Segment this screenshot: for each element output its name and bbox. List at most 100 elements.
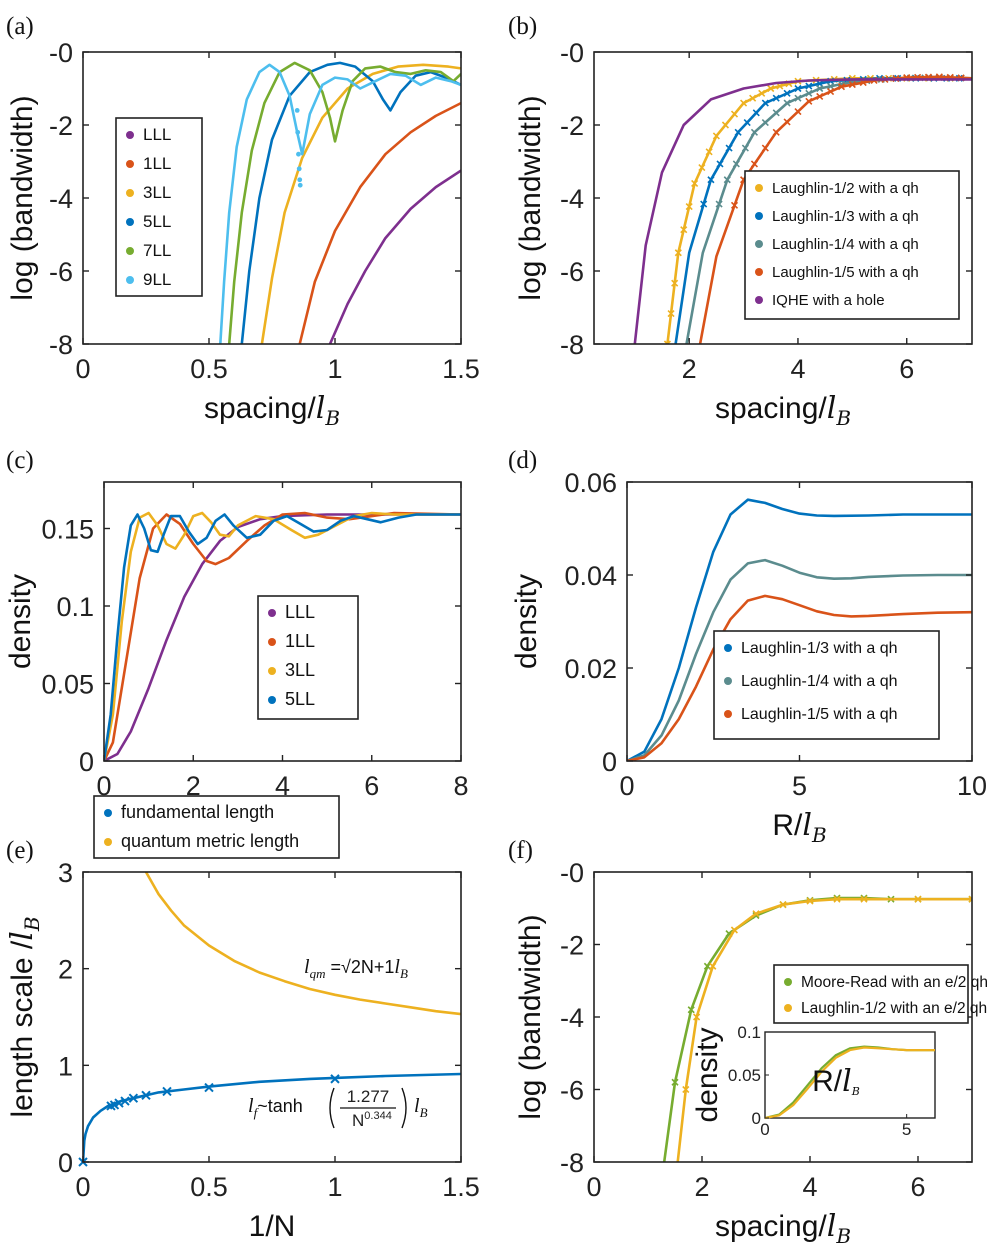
panel-label: (e)	[6, 837, 34, 864]
x-tick-label: 1	[327, 1172, 342, 1202]
data-marker	[848, 81, 856, 89]
data-marker	[671, 1078, 679, 1086]
legend-marker	[724, 710, 732, 718]
x-axis-label: R/lB	[772, 808, 826, 847]
series-line-quantum-metric-length	[144, 872, 461, 1016]
y-axis-label-text: density	[510, 574, 543, 669]
legend-marker	[268, 667, 276, 675]
y-tick-label: 0.04	[564, 561, 617, 591]
legend-entry: Laughlin-1/2 with a qh	[772, 180, 919, 197]
legend-marker	[268, 609, 276, 617]
data-marker-x	[330, 1074, 340, 1084]
dot-marker	[296, 166, 302, 172]
data-marker	[698, 164, 706, 172]
legend-box	[773, 964, 969, 1024]
legend-entry: 3LL	[285, 660, 315, 680]
series-group-f	[662, 894, 972, 1162]
x-tick-label: 0.5	[190, 1172, 228, 1202]
formula-var: l	[304, 956, 310, 978]
x-axis-label-var: l	[827, 1209, 837, 1244]
data-marker	[816, 92, 824, 100]
inset-x-label: R/lB	[812, 1064, 860, 1099]
series-group-d	[627, 498, 972, 761]
quantum-metric-formula: lqm =√2N+1lB	[304, 956, 408, 981]
formula-sub2: B	[420, 1105, 428, 1120]
x-tick-label: 5	[792, 771, 807, 801]
y-tick-label: -4	[49, 184, 73, 214]
denominator-text: N	[352, 1111, 364, 1130]
formula-sub2: B	[400, 966, 408, 981]
data-marker	[767, 84, 775, 93]
data-marker	[761, 144, 769, 152]
data-marker	[693, 1013, 701, 1021]
data-marker	[914, 895, 922, 903]
x-tick-label: 6	[899, 354, 914, 384]
legend-marker	[126, 247, 134, 255]
legend-marker	[104, 838, 112, 846]
x-axis-label: spacing/lB	[715, 391, 851, 430]
y-axis-label-group: log (bandwidth)	[514, 914, 547, 1119]
formula-text: ~tanh	[257, 1096, 303, 1116]
y-axis-label: log (bandwidth)	[6, 95, 39, 300]
denominator-exponent: 0.344	[364, 1110, 392, 1122]
legend-entry: 3LL	[143, 183, 171, 202]
y-tick-label: -4	[560, 1003, 584, 1033]
x-axis-label-sub: B	[835, 406, 851, 430]
legend-entry: 5LL	[285, 689, 315, 709]
legend-entry: LLL	[285, 602, 315, 622]
y-tick-label: -6	[560, 257, 584, 287]
y-axis-label-group: length scale /lB	[5, 916, 44, 1117]
series-line-1ll	[298, 101, 461, 344]
x-tick-label: 1	[327, 354, 342, 384]
data-marker	[752, 109, 760, 117]
legend-marker	[126, 160, 134, 168]
inset-x-label-var: l	[842, 1064, 852, 1099]
data-marker	[783, 99, 791, 107]
data-marker	[837, 83, 846, 91]
y-axis-label-text: density	[4, 574, 37, 669]
x-tick-label: 1.5	[442, 1172, 480, 1202]
x-axis-label: 1/N	[249, 1210, 296, 1243]
legend-box	[713, 630, 940, 740]
legend-entry: fundamental length	[121, 802, 274, 822]
y-axis-label-sub: B	[20, 916, 44, 932]
data-marker-x	[120, 1096, 130, 1106]
series-line-laughlin-1-5-with-a-qh	[698, 75, 972, 344]
series-line-lll	[328, 169, 461, 344]
legend-entry: 1LL	[285, 631, 315, 651]
data-marker	[674, 249, 682, 257]
data-marker	[700, 200, 708, 208]
y-axis-label-group: density	[4, 574, 37, 669]
legend-box	[115, 117, 203, 297]
data-marker	[761, 99, 769, 107]
y-axis-label: log (bandwidth)	[514, 914, 547, 1119]
legend-entry: 1LL	[143, 154, 171, 173]
data-marker	[833, 895, 841, 903]
panel-d: 0 5 1000.020.040.06R/lBdensity(d)Laughlin-…	[508, 447, 987, 847]
y-tick-label: 0.15	[41, 515, 94, 545]
y-tick-label: 0.05	[41, 670, 94, 700]
data-marker	[794, 84, 802, 93]
inset-y-label-group: density	[691, 1027, 724, 1122]
data-marker	[743, 119, 751, 127]
x-axis-label-text: spacing/	[715, 1210, 827, 1243]
legend-entry: Laughlin-1/2 with an e/2 qh	[801, 1000, 987, 1017]
y-tick-label: -0	[49, 38, 73, 68]
y-tick-label: -2	[560, 931, 584, 961]
data-marker-x	[204, 1082, 214, 1093]
y-tick-label: -8	[49, 330, 73, 360]
y-tick-label: -6	[49, 257, 73, 287]
dot-marker	[295, 129, 301, 135]
legend-marker	[126, 131, 134, 139]
data-marker	[752, 910, 760, 918]
x-axis-label: spacing/lB	[204, 391, 340, 430]
y-tick-label: -2	[560, 111, 584, 141]
data-marker	[667, 310, 675, 318]
data-marker	[716, 160, 724, 168]
data-marker	[680, 226, 688, 234]
legend-entry: Laughlin-1/3 with a qh	[772, 208, 919, 225]
series-line-3ll	[260, 63, 461, 344]
